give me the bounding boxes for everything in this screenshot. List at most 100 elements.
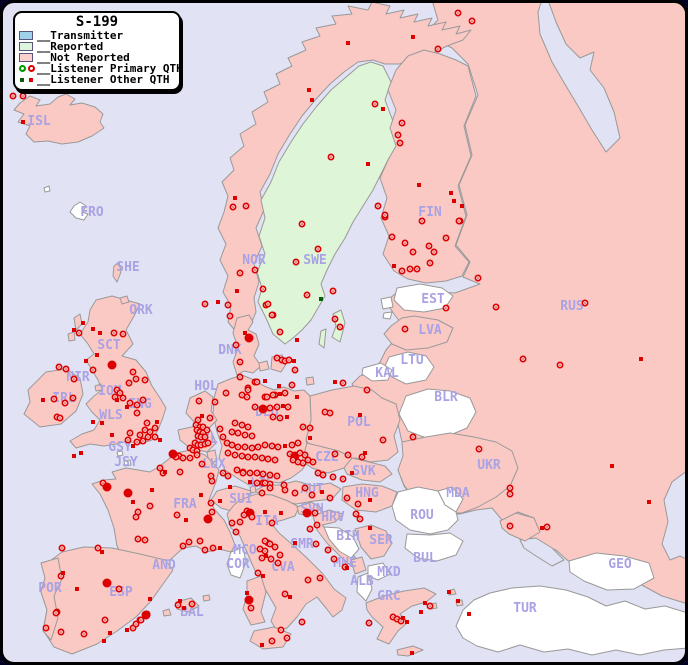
country-sweden: [256, 61, 400, 345]
listener-other-qth-marker: [295, 395, 299, 399]
listener-primary-qth-marker: [75, 329, 83, 337]
country-iceland: [13, 93, 105, 145]
legend-item-2: __Not Reported: [19, 52, 175, 63]
region-kaliningrad: [361, 362, 393, 382]
listener-primary-qth-marker: [248, 513, 256, 521]
listener-other-qth-marker: [91, 327, 95, 331]
country-label-gsy: GSY: [108, 440, 132, 455]
pink-swatch-icon: [19, 53, 33, 62]
listener-primary-qth-marker: [207, 499, 215, 507]
listener-primary-qth-marker: [311, 509, 319, 517]
country-georgia: [568, 552, 655, 591]
listener-other-qth-marker: [456, 599, 460, 603]
listener-primary-qth-marker: [143, 419, 151, 427]
listener-other-qth-marker: [264, 554, 268, 558]
listener-primary-qth-marker: [195, 397, 203, 405]
listener-primary-qth-marker: [126, 429, 134, 437]
listener-primary-qth-marker: [474, 274, 482, 282]
listener-primary-qth-marker: [219, 433, 227, 441]
listener-other-qth-marker: [261, 574, 265, 578]
listener-primary-qth-marker: [261, 479, 269, 487]
country-romania: [391, 486, 459, 535]
listener-other-qth-marker: [346, 41, 350, 45]
listener-primary-qth-marker: [243, 393, 251, 401]
listener-primary-qth-marker: [89, 366, 97, 374]
listener-primary-qth-marker: [276, 414, 284, 422]
listener-other-qth-marker: [358, 413, 362, 417]
listener-other-qth-marker: [21, 120, 25, 124]
listener-primary-qth-marker: [179, 454, 187, 462]
listener-primary-qth-marker: [256, 545, 264, 553]
listener-primary-qth-marker: [236, 269, 244, 277]
listener-other-qth-marker: [405, 620, 409, 624]
country-label-kal: KAL: [375, 366, 399, 381]
listener-primary-qth-marker: [94, 544, 102, 552]
listener-primary-qth-marker: [506, 490, 514, 498]
listener-primary-qth-marker: [119, 330, 127, 338]
listener-primary-qth-marker: [266, 540, 274, 548]
listener-other-qth-marker: [281, 404, 285, 408]
country-label-irl: IRL: [52, 391, 76, 406]
listener-other-qth-marker: [308, 436, 312, 440]
listener-primary-qth-marker: [251, 453, 259, 461]
listener-primary-qth-marker: [283, 634, 291, 642]
listener-primary-qth-marker: [396, 139, 404, 147]
listener-primary-qth-marker: [455, 217, 463, 225]
listener-other-qth-marker: [131, 444, 135, 448]
listener-primary-qth-marker: [379, 436, 387, 444]
listener-other-qth-marker: [79, 451, 83, 455]
country-norway: [217, 3, 472, 334]
listener-primary-qth-marker: [173, 511, 181, 519]
listener-primary-qth-marker: [232, 341, 240, 349]
listener-primary-qth-marker: [247, 604, 255, 612]
listener-other-qth-marker: [41, 398, 45, 402]
listener-other-qth-marker: [368, 526, 372, 530]
listener-primary-qth-marker: [55, 363, 63, 371]
listener-primary-qth-marker: [543, 523, 551, 531]
listener-primary-qth-marker: [56, 414, 64, 422]
listener-other-qth-marker: [345, 566, 349, 570]
listener-primary-qth-marker: [330, 555, 338, 563]
listener-primary-qth-marker: [206, 414, 214, 422]
listener-primary-qth-marker: [352, 510, 360, 518]
listener-primary-qth-marker: [314, 245, 322, 253]
listener-other-qth-marker: [91, 420, 95, 424]
listener-primary-qth-marker: [475, 445, 483, 453]
country-label-sct: SCT: [97, 338, 121, 353]
listener-other-qth-marker: [102, 639, 106, 643]
listener-primary-qth-marker: [241, 431, 249, 439]
country-portugal: [40, 557, 63, 641]
listener-primary-qth-marker: [339, 379, 347, 387]
listener-other-qth-marker: [368, 498, 372, 502]
listener-other-qth-marker: [200, 414, 204, 418]
listener-primary-qth-marker: [274, 443, 282, 451]
listener-primary-qth-marker: [394, 131, 402, 139]
listener-primary-qth-marker: [246, 469, 254, 477]
listener-primary-qth-marker: [301, 451, 309, 459]
listener-primary-qth-marker: [62, 365, 70, 373]
listener-other-qth-marker: [131, 500, 135, 504]
listener-primary-qth-marker: [344, 451, 352, 459]
listener-primary-qth-marker: [267, 555, 275, 563]
country-label-pol: POL: [347, 415, 371, 430]
listener-other-qth-marker: [417, 183, 421, 187]
listener-primary-qth-marker: [186, 454, 194, 462]
listener-primary-qth-marker: [151, 424, 159, 432]
listener-primary-qth-marker: [69, 394, 77, 402]
listener-primary-qth-marker: [308, 491, 316, 499]
listener-primary-qth-marker: [201, 546, 209, 554]
listener-primary-qth-marker: [264, 455, 272, 463]
country-label-por: POR: [38, 581, 62, 596]
listener-primary-qth-marker: [115, 585, 123, 593]
listener-other-qth-marker: [155, 420, 159, 424]
country-label-isl: ISL: [27, 114, 51, 129]
listener-primary-qth-marker: [123, 488, 133, 498]
listener-other-qth-marker: [263, 379, 267, 383]
listener-primary-qth-marker: [299, 423, 307, 431]
listener-primary-qth-marker: [141, 426, 149, 434]
listener-primary-qth-marker: [101, 616, 109, 624]
listener-other-qth-marker: [447, 590, 451, 594]
listener-other-qth-marker: [381, 107, 385, 111]
listener-primary-qth-marker: [251, 403, 259, 411]
listener-primary-qth-marker: [581, 299, 589, 307]
